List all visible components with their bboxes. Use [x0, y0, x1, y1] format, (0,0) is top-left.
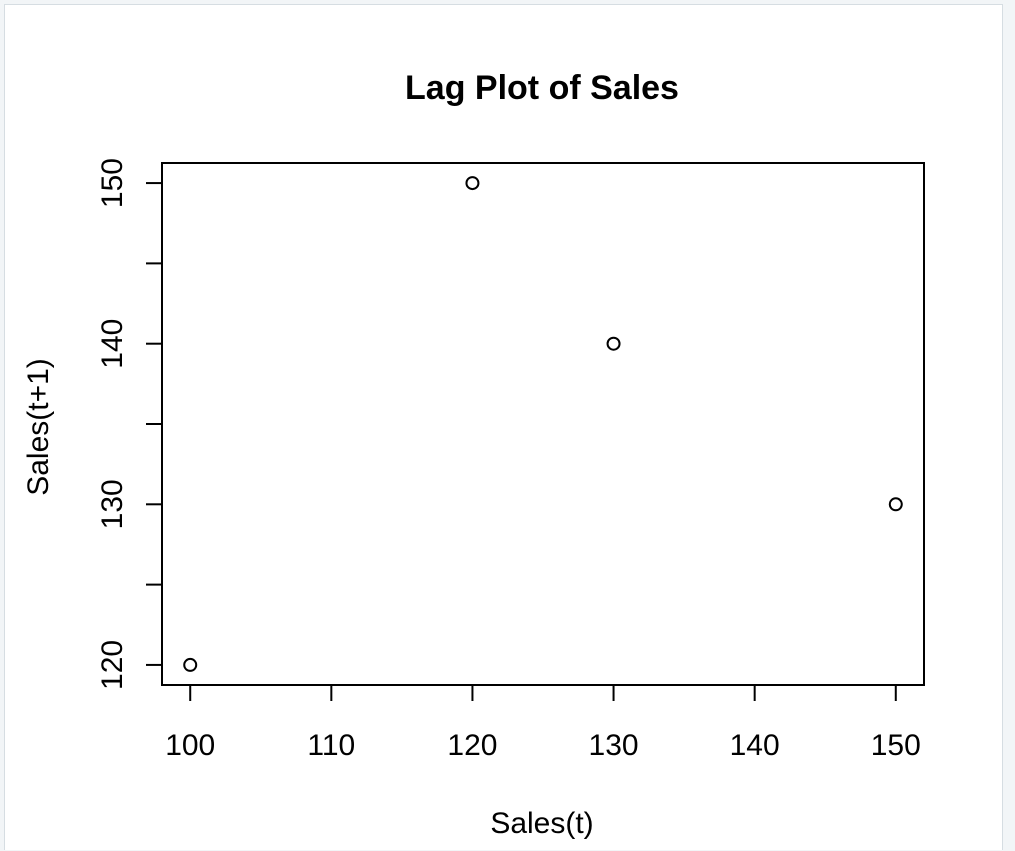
chart-title: Lag Plot of Sales: [405, 69, 679, 107]
x-tick-label: 140: [730, 729, 780, 762]
x-tick-label: 130: [589, 729, 639, 762]
y-tick-label: 130: [96, 479, 129, 529]
y-tick-label: 140: [96, 319, 129, 369]
data-point: [183, 657, 198, 672]
data-point: [606, 336, 621, 351]
y-axis-label: Sales(t+1): [22, 358, 55, 496]
plot-frame: [161, 162, 925, 686]
plot-viewer: Lag Plot of Sales 100 110 120 130 140 150 120…: [4, 4, 1003, 850]
data-points: [183, 176, 903, 672]
y-tick-label: 120: [96, 640, 129, 690]
y-axis: 120 130 140 150: [96, 158, 163, 690]
x-tick-label: 150: [871, 729, 921, 762]
x-axis: 100 110 120 130 140 150: [165, 684, 921, 762]
x-tick-label: 110: [307, 729, 355, 762]
data-point: [888, 497, 903, 512]
y-tick-label: 150: [96, 158, 129, 208]
x-tick-label: 120: [447, 729, 497, 762]
data-point: [465, 176, 480, 191]
lag-plot-chart: Lag Plot of Sales 100 110 120 130 140 150 120…: [22, 69, 925, 840]
x-axis-label: Sales(t): [490, 807, 593, 840]
x-tick-label: 100: [165, 729, 215, 762]
